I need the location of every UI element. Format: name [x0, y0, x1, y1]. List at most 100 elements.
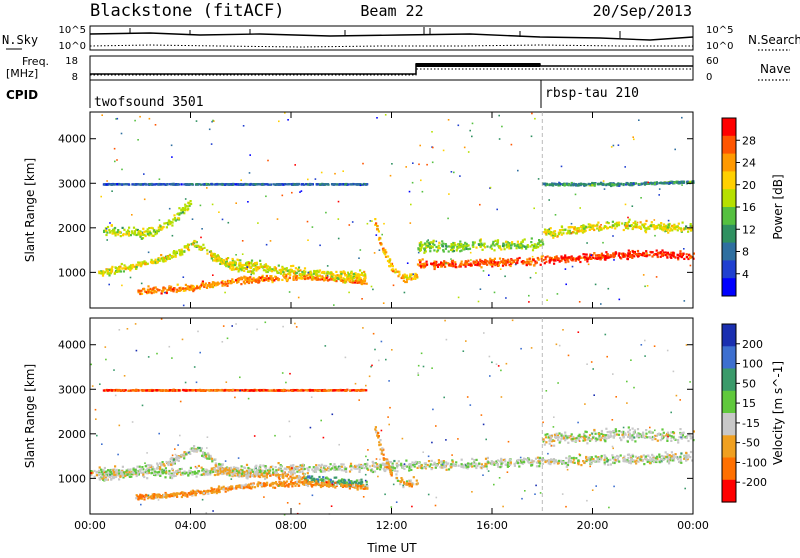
scatter-cell [315, 480, 317, 482]
scatter-cell [510, 265, 512, 267]
noise-cell [159, 219, 161, 221]
noise-cell [298, 297, 300, 299]
scatter-cell [182, 492, 184, 494]
scatter-cell [531, 261, 533, 263]
noise-cell [602, 242, 604, 244]
scatter-cell [241, 484, 243, 486]
noise-cell [579, 301, 581, 303]
noise-cell [209, 129, 211, 131]
scatter-cell [191, 474, 193, 476]
scatter-cell [217, 256, 219, 258]
noise-cell [681, 117, 683, 119]
scatter-cell [290, 183, 292, 185]
scatter-cell [121, 268, 123, 270]
scatter-cell [105, 183, 107, 185]
noise-cell [637, 222, 639, 224]
scatter-cell [582, 253, 584, 255]
scatter-cell [559, 229, 561, 231]
scatter-cell [235, 485, 237, 487]
scatter-cell [188, 470, 190, 472]
scatter-cell [392, 268, 394, 270]
scatter-cell [179, 251, 181, 253]
scatter-cell [397, 271, 399, 273]
scatter-cell [225, 283, 227, 285]
scatter-cell [516, 247, 518, 249]
scatter-cell [160, 183, 162, 185]
noise-cell [690, 265, 692, 267]
scatter-cell [518, 247, 520, 249]
scatter-cell [482, 262, 484, 264]
scatter-cell [161, 496, 163, 498]
scatter-cell [169, 254, 171, 256]
scatter-cell [622, 184, 624, 186]
scatter-cell [302, 183, 304, 185]
scatter-cell [294, 485, 296, 487]
scatter-cell [460, 243, 462, 245]
noise-cell [257, 222, 259, 224]
noise-cell [114, 148, 116, 150]
scatter-cell [672, 459, 674, 461]
scatter-cell [434, 266, 436, 268]
scatter-cell [235, 262, 237, 264]
scatter-cell [266, 275, 268, 277]
scatter-cell [580, 226, 582, 228]
scatter-cell [130, 234, 132, 236]
noise-cell [436, 241, 438, 243]
scatter-cell [264, 266, 266, 268]
noise-cell [338, 201, 340, 203]
scatter-cell [490, 264, 492, 266]
noise-cell [654, 219, 656, 221]
scatter-cell [687, 231, 689, 233]
scatter-cell [155, 259, 157, 261]
scatter-cell [553, 259, 555, 261]
noise-cell [391, 163, 393, 165]
scatter-cell [310, 272, 312, 274]
scatter-cell [494, 261, 496, 263]
scatter-cell [618, 252, 620, 254]
noise-cell [322, 278, 324, 280]
scatter-cell [252, 272, 254, 274]
scatter-cell [126, 231, 128, 233]
scatter-cell [340, 277, 342, 279]
scatter-cell [293, 270, 295, 272]
scatter-cell [349, 487, 351, 489]
scatter-cell [670, 227, 672, 229]
scatter-cell [417, 263, 419, 265]
scatter-cell [160, 225, 162, 227]
scatter-cell [656, 250, 658, 252]
scatter-cell [184, 289, 186, 291]
scatter-cell [667, 232, 669, 234]
noise-cell [171, 156, 173, 158]
noise-cell [501, 126, 503, 128]
noise-cell [294, 164, 296, 166]
noise-cell [360, 185, 362, 187]
scatter-cell [249, 276, 251, 278]
scatter-cell [629, 225, 631, 227]
scatter-cell [364, 274, 366, 276]
noise-cell [243, 125, 245, 127]
scatter-cell [217, 282, 219, 284]
scatter-cell [111, 184, 113, 186]
scatter-cell [505, 264, 507, 266]
scatter-cell [214, 474, 216, 476]
noise-cell [242, 240, 244, 242]
scatter-cell [502, 265, 504, 267]
noise-cell [139, 116, 141, 118]
scatter-cell [543, 259, 545, 261]
scatter-cell [442, 249, 444, 251]
scatter-cell [162, 461, 164, 463]
scatter-cell [132, 183, 134, 185]
scatter-cell [403, 468, 405, 470]
scatter-cell [483, 245, 485, 247]
scatter-cell [556, 255, 558, 257]
scatter-cell [99, 478, 101, 480]
scatter-cell [159, 466, 161, 468]
scatter-cell [203, 247, 205, 249]
scatter-cell [553, 263, 555, 265]
scatter-cell [666, 229, 668, 231]
scatter-cell [211, 488, 213, 490]
scatter-cell [561, 234, 563, 236]
scatter-cell [152, 262, 154, 264]
scatter-cell [143, 260, 145, 262]
